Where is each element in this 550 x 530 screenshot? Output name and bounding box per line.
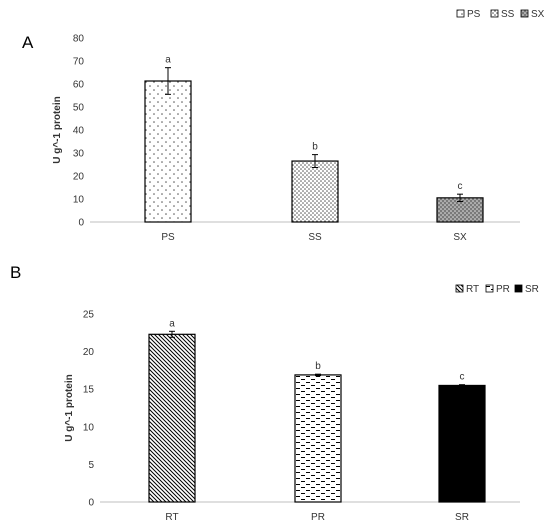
y-tick-label: 40 xyxy=(73,126,85,137)
chart-panel-a: A 0 10 20 30 40 50 60 70 80 U g^-1 protein a PS b SS c S… xyxy=(22,9,545,243)
legend-swatch xyxy=(514,284,523,293)
x-tick-label: SX xyxy=(453,232,467,243)
panel-letter: B xyxy=(10,263,21,282)
legend-entry: PS xyxy=(467,9,481,20)
x-tick-label: PS xyxy=(161,232,175,243)
bar-ps xyxy=(144,80,192,223)
legend-swatch xyxy=(485,284,494,293)
legend-swatch xyxy=(520,9,529,18)
y-tick-label: 10 xyxy=(83,422,95,433)
significance-letter: a xyxy=(169,318,175,329)
legend-swatch xyxy=(455,284,464,293)
significance-letter: c xyxy=(458,181,463,192)
x-tick-label: PR xyxy=(311,512,325,523)
y-tick-label: 5 xyxy=(88,460,94,471)
legend-entry: SR xyxy=(525,284,539,295)
panel-letter: A xyxy=(22,33,34,52)
y-axis-label: U g^-1 protein xyxy=(64,374,75,442)
y-tick-label: 25 xyxy=(83,310,95,321)
bar-sr xyxy=(438,384,486,503)
y-tick-label: 0 xyxy=(78,218,84,229)
y-tick-label: 20 xyxy=(83,347,95,358)
legend-entry: PR xyxy=(496,284,510,295)
legend-entry: SX xyxy=(531,9,545,20)
significance-letter: c xyxy=(460,372,465,383)
legend-swatch xyxy=(490,9,499,18)
y-tick-label: 10 xyxy=(73,195,85,206)
x-tick-label: RT xyxy=(165,512,178,523)
legend-entry: RT xyxy=(466,284,479,295)
y-tick-label: 0 xyxy=(88,498,94,509)
y-tick-label: 60 xyxy=(73,80,85,91)
bar-pr xyxy=(294,374,342,503)
x-tick-label: SS xyxy=(308,232,322,243)
bar-rt xyxy=(148,333,196,503)
significance-letter: b xyxy=(312,142,318,153)
bar-ss xyxy=(291,160,339,223)
y-tick-label: 50 xyxy=(73,103,85,114)
significance-letter: a xyxy=(165,55,171,66)
legend-swatch xyxy=(456,9,465,18)
y-tick-label: 30 xyxy=(73,149,85,160)
y-tick-label: 80 xyxy=(73,34,85,45)
y-axis-label: U g^-1 protein xyxy=(52,96,63,164)
x-tick-label: SR xyxy=(455,512,469,523)
y-tick-label: 20 xyxy=(73,172,85,183)
chart-panel-b: B 0 5 10 15 20 25 U g^-1 protein a RT b PR c SR RT PR SR xyxy=(10,263,539,523)
y-tick-label: 70 xyxy=(73,57,85,68)
y-tick-label: 15 xyxy=(83,385,95,396)
legend-entry: SS xyxy=(501,9,515,20)
significance-letter: b xyxy=(315,361,321,372)
